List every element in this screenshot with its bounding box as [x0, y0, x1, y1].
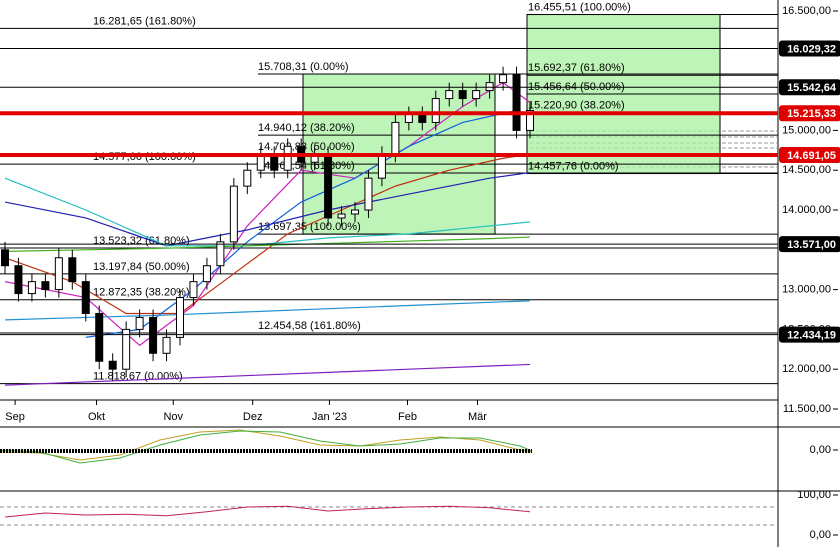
fib-label: 14.702,83 (50.00%): [258, 141, 355, 153]
fib-label: 16.455,51 (100.00%): [528, 1, 631, 13]
candle-body: [458, 90, 467, 100]
moving-average: [4, 177, 531, 247]
candle-body: [135, 316, 144, 330]
moving-average: [4, 153, 531, 315]
candle-body: [391, 121, 400, 155]
price-badge-label: 15.215,33: [787, 108, 836, 120]
rsi-tick-label: 100,00: [797, 489, 831, 501]
candle-body: [108, 360, 117, 370]
moving-average: [4, 171, 531, 247]
candle-body: [68, 257, 77, 283]
candle-body: [1, 249, 9, 267]
price-badge: [779, 326, 840, 343]
y-tick-label: 15.000,00: [782, 124, 831, 136]
candle-body: [14, 265, 23, 295]
price-badge: [779, 236, 840, 253]
fib-label: 13.697,35 (100.00%): [258, 221, 361, 233]
y-tick-label: 11.500,00: [783, 403, 831, 415]
fib-label: 12.454,58 (161.80%): [258, 320, 361, 332]
candle-body: [512, 74, 521, 131]
price-badge: [779, 40, 840, 57]
y-tick-label: 14.000,00: [782, 204, 831, 216]
candle-body: [216, 241, 225, 267]
fib-label: 16.281,65 (161.80%): [93, 15, 196, 27]
x-tick-label: Nov: [163, 411, 183, 423]
fib-label: 14.940,12 (38.20%): [258, 122, 355, 134]
price-badge: [779, 79, 840, 96]
x-tick-label: Okt: [88, 411, 105, 423]
candle-body: [189, 281, 198, 299]
candle-body: [526, 110, 534, 131]
price-badge-label: 16.029,32: [787, 43, 836, 55]
candle-body: [377, 153, 386, 179]
candle-body: [54, 257, 63, 291]
candle-body: [243, 169, 252, 187]
candle-body: [202, 265, 211, 283]
x-tick-label: Feb: [398, 411, 417, 423]
candle-body: [149, 316, 158, 354]
price-badge-label: 15.542,64: [787, 82, 837, 94]
y-tick-label: 12.000,00: [782, 363, 831, 375]
fib-label: 15.220,90 (38.20%): [528, 100, 625, 112]
x-tick-label: Jan '23: [312, 411, 347, 423]
fib-label: 13.197,84 (50.00%): [93, 261, 190, 273]
candle-body: [81, 281, 90, 314]
price-badge-label: 13.571,00: [787, 239, 836, 251]
candle-body: [122, 328, 131, 370]
x-tick-label: Dez: [243, 411, 263, 423]
candle-body: [404, 113, 413, 123]
fib-label: 15.692,37 (61.80%): [528, 62, 625, 74]
candle-body: [418, 113, 427, 123]
candle-body: [41, 281, 50, 291]
candle-body: [95, 312, 104, 362]
moving-average: [4, 363, 531, 386]
price-badge: [779, 146, 840, 163]
candle-body: [337, 213, 346, 219]
macd-signal: [0, 430, 533, 464]
candle-body: [472, 90, 481, 100]
rsi-line: [4, 505, 531, 518]
y-tick-label: 14.500,00: [782, 164, 831, 176]
candle-body: [176, 297, 184, 338]
candle-body: [229, 185, 238, 243]
price-badge-label: 12.434,19: [787, 330, 836, 342]
candle-body: [485, 82, 494, 92]
price-badge: [779, 105, 840, 122]
fib-label: 14.457,76 (0.00%): [528, 160, 619, 172]
candle-body: [27, 281, 36, 295]
macd-tick-label: 0,00: [810, 444, 831, 456]
candle-body: [431, 98, 440, 123]
y-tick-label: 13.000,00: [782, 284, 831, 296]
y-tick-label: 16.500,00: [782, 5, 831, 17]
candle-body: [283, 145, 292, 171]
candle-body: [351, 209, 359, 215]
macd-line: [0, 429, 533, 461]
rsi-tick-label: 0,00: [810, 529, 831, 541]
candle-body: [324, 153, 333, 219]
price-badge-label: 14.691,05: [787, 150, 836, 162]
candle-body: [364, 177, 373, 211]
x-tick-label: Mär: [468, 411, 487, 423]
fib-label: 12.872,35 (38.20%): [93, 287, 190, 299]
candle-body: [499, 74, 508, 84]
x-tick-label: Sep: [5, 411, 25, 423]
candle-body: [445, 90, 454, 100]
fib-label: 15.708,31 (0.00%): [258, 61, 349, 73]
candle-body: [162, 336, 171, 354]
